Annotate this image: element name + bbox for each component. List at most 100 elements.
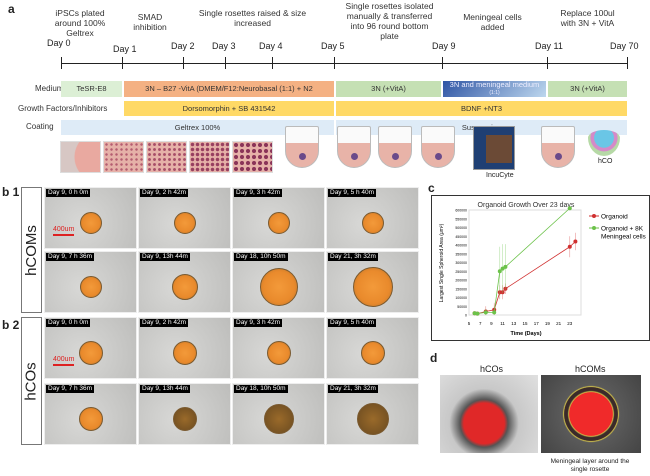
x-tick-label: 17 xyxy=(534,321,540,326)
header-smad: SMAD inhibition xyxy=(133,12,167,32)
timelapse-image: Day 9, 5 h 40m xyxy=(326,187,419,249)
legend-marker xyxy=(592,226,596,230)
y-tick-label: 200000 xyxy=(455,279,467,283)
timelapse-image: Day 9, 13h 44m xyxy=(138,251,231,313)
timestamp-label: Day 9, 3 h 42m xyxy=(234,319,283,327)
medium-meningeal-ratio: (1:1) xyxy=(489,90,500,96)
organoid xyxy=(80,276,102,298)
legend-marker xyxy=(592,214,596,218)
x-tick-label: 9 xyxy=(490,321,493,326)
growth-bdnf: BDNF +NT3 xyxy=(336,101,627,116)
organoid xyxy=(173,407,197,431)
timelapse-image: Day 9, 3 h 42m xyxy=(232,187,325,249)
timelapse-image: Day 9, 2 h 42m xyxy=(138,317,231,379)
incucyte-image xyxy=(473,126,515,170)
hcos-group-text: hCOs xyxy=(23,361,40,401)
organoid xyxy=(260,268,298,306)
organoid xyxy=(173,341,197,365)
rosette-image-5 xyxy=(232,141,273,173)
y-tick-label: 300000 xyxy=(455,261,467,265)
rosette-image-4 xyxy=(189,141,230,173)
x-tick-label: 19 xyxy=(545,321,551,326)
medium-tesr-text: TeSR-E8 xyxy=(76,84,107,93)
data-point xyxy=(503,264,508,269)
well-image-2 xyxy=(337,126,371,168)
y-tick-label: 50000 xyxy=(457,305,467,309)
x-tick-label: 15 xyxy=(522,321,528,326)
y-tick-label: 350000 xyxy=(455,252,467,256)
timestamp-label: Day 21, 3h 32m xyxy=(328,385,378,393)
header-meningeal: Meningeal cells added xyxy=(463,12,522,32)
scale-bar: 400um xyxy=(53,226,75,236)
y-tick-label: 150000 xyxy=(455,287,467,291)
timestamp-label: Day 9, 13h 44m xyxy=(140,385,190,393)
timelapse-image: Day 9, 0 h 0m 400um xyxy=(44,187,137,249)
day-1: Day 1 xyxy=(113,44,137,54)
timelapse-image: Day 9, 5 h 40m xyxy=(326,317,419,379)
medium-3n-b27-text: 3N – B27 -VitA (DMEM/F12:Neurobasal (1:1… xyxy=(145,84,313,93)
y-tick-label: 550000 xyxy=(455,217,467,221)
hcos-title: hCOs xyxy=(480,364,504,374)
header-ipscs: iPSCs plated around 100% Geltrex xyxy=(54,8,106,38)
header-isolated: Single rosettes isolated manually & tran… xyxy=(345,1,434,41)
timelapse-image: Day 18, 10h 50m xyxy=(232,383,325,445)
well-image-3 xyxy=(378,126,412,168)
organoid xyxy=(80,212,102,234)
organoid xyxy=(79,341,103,365)
y-tick-label: 500000 xyxy=(455,226,467,230)
organoid xyxy=(353,267,393,307)
x-tick-label: 13 xyxy=(511,321,517,326)
timestamp-label: Day 9, 7 h 36m xyxy=(46,385,95,393)
medium-3n-vita: 3N (+VitA) xyxy=(336,81,441,97)
y-tick-label: 250000 xyxy=(455,270,467,274)
coating-geltrex: Geltrex 100% xyxy=(61,120,334,135)
coating-geltrex-text: Geltrex 100% xyxy=(174,122,221,132)
medium-3n-vita-text: 3N (+VitA) xyxy=(371,84,406,93)
row-label-growth: Growth Factors/Inhibitors xyxy=(18,104,108,113)
well-image-5 xyxy=(541,126,575,168)
day-3: Day 3 xyxy=(212,41,236,51)
incucyte-label: IncuCyte xyxy=(486,172,514,179)
x-tick-label: 7 xyxy=(479,321,482,326)
plot-area xyxy=(468,209,582,316)
scale-bar: 400um xyxy=(53,356,75,366)
hco-label: hCO xyxy=(598,158,613,165)
header-replace: Replace 100ul with 3N + VitA xyxy=(560,8,615,28)
organoid xyxy=(267,341,291,365)
timestamp-label: Day 21, 3h 32m xyxy=(328,253,378,261)
day-9: Day 9 xyxy=(432,41,456,51)
day-70: Day 70 xyxy=(610,41,639,51)
day-5: Day 5 xyxy=(321,41,345,51)
organoid xyxy=(174,212,196,234)
timestamp-label: Day 9, 5 h 40m xyxy=(328,319,377,327)
timestamp-label: Day 9, 2 h 42m xyxy=(140,319,189,327)
growth-dorsomorphin: Dorsomorphin + SB 431542 xyxy=(124,101,334,116)
timestamp-label: Day 9, 0 h 0m xyxy=(46,189,91,197)
timestamp-label: Day 9, 5 h 40m xyxy=(328,189,377,197)
timestamp-label: Day 18, 10h 50m xyxy=(234,253,288,261)
well-image-4 xyxy=(421,126,455,168)
y-axis-label: Largest Single Spheroid Area (μm²) xyxy=(439,223,445,302)
timelapse-image: Day 9, 7 h 36m xyxy=(44,383,137,445)
organoid xyxy=(361,341,385,365)
panel-b1-label: b 1 xyxy=(2,185,20,199)
timestamp-label: Day 9, 2 h 42m xyxy=(140,189,189,197)
data-point xyxy=(573,239,578,244)
y-tick-label: 450000 xyxy=(455,235,467,239)
panel-a-label: a xyxy=(8,2,15,16)
data-point xyxy=(483,310,488,315)
organoid xyxy=(264,404,294,434)
timestamp-label: Day 9, 13h 44m xyxy=(140,253,190,261)
hcos-group-label: hCOs xyxy=(21,317,42,445)
rosette-image-2 xyxy=(103,141,144,173)
data-point xyxy=(567,206,572,211)
rosette-image-1 xyxy=(60,141,101,173)
organoid xyxy=(357,403,389,435)
hco-icon xyxy=(588,130,620,156)
header-rosettes: Single rosettes raised & size increased xyxy=(198,8,307,28)
hcoms-group-text: hCOMs xyxy=(23,224,40,276)
y-tick-label: 0 xyxy=(465,314,467,318)
medium-meningeal-text: 3N and meningeal medium xyxy=(449,80,540,89)
timelapse-image: Day 9, 0 h 0m 400um xyxy=(44,317,137,379)
hcos-fluorescence-image xyxy=(440,375,538,453)
